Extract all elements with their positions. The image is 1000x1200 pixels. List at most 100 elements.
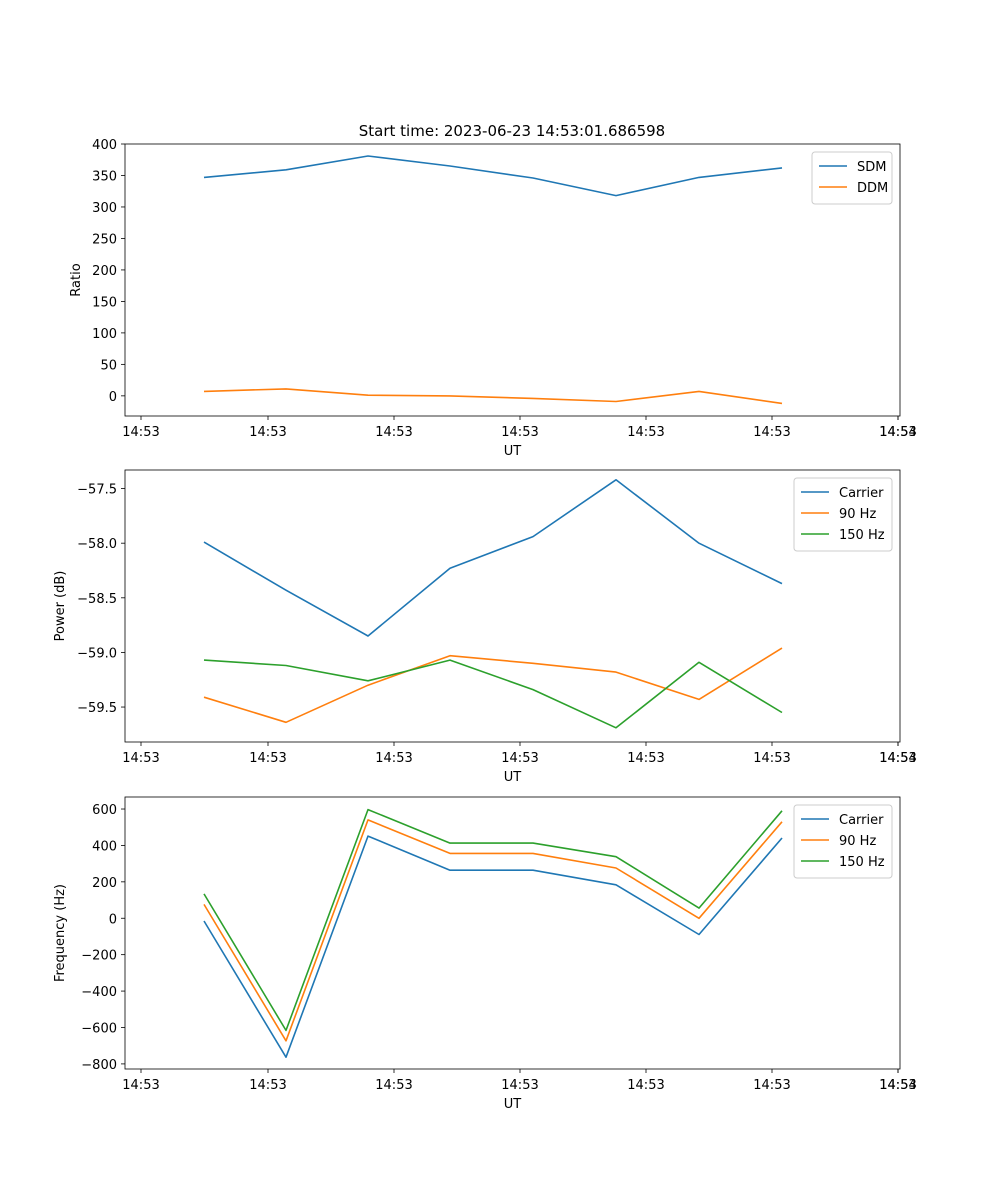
y-tick-label: 100	[92, 327, 117, 342]
y-tick-label: 300	[92, 201, 117, 216]
data-point	[615, 400, 617, 402]
data-point	[615, 727, 617, 729]
legend-label: 90 Hz	[839, 834, 876, 849]
data-point	[698, 390, 700, 392]
x-tick-label: 14:53	[375, 751, 412, 766]
x-tick-label: 14:53	[627, 751, 664, 766]
data-point	[203, 903, 205, 905]
data-point	[532, 688, 534, 690]
data-point	[781, 167, 783, 169]
data-point	[615, 194, 617, 196]
y-tick-label: 0	[109, 390, 117, 405]
data-point	[781, 821, 783, 823]
data-point	[285, 388, 287, 390]
x-tick-label: 14:53	[753, 751, 790, 766]
data-point	[203, 176, 205, 178]
figure-title: Start time: 2023-06-23 14:53:01.686598	[359, 122, 665, 140]
axes-frame	[124, 143, 901, 417]
data-point	[285, 1040, 287, 1042]
axes-frame	[124, 796, 901, 1070]
data-point	[449, 852, 451, 854]
data-point	[449, 659, 451, 661]
data-point	[203, 893, 205, 895]
x-tick-label: 14:53	[879, 1078, 916, 1093]
y-tick-label: −200	[81, 949, 117, 964]
data-point	[698, 698, 700, 700]
legend-box	[793, 477, 893, 552]
series-line-90-hz	[203, 819, 783, 1042]
data-point	[698, 661, 700, 663]
data-point	[203, 696, 205, 698]
data-point	[532, 397, 534, 399]
series-line-90-hz	[203, 647, 783, 724]
x-tick-label: 14:53	[122, 751, 159, 766]
x-tick-label: 14:53	[501, 425, 538, 440]
data-point	[781, 711, 783, 713]
data-point	[615, 884, 617, 886]
chart-panel-2: 14:53 14:53 14:53 14:53 14:53 14:53 14:5314:54…	[53, 469, 917, 785]
data-point	[203, 541, 205, 543]
x-tick-label: 14:53	[501, 1078, 538, 1093]
data-point	[367, 819, 369, 821]
data-point	[367, 155, 369, 157]
data-point	[781, 837, 783, 839]
x-tick-label: 14:54	[879, 751, 916, 766]
data-point	[698, 542, 700, 544]
data-point	[532, 842, 534, 844]
x-tick-label: 14:53	[249, 1078, 286, 1093]
legend-box	[811, 151, 893, 205]
axes-frame	[124, 469, 901, 743]
data-point	[698, 907, 700, 909]
chart-panel-3: 14:53 14:53 14:53 14:53 14:53 14:53 14:5314:54…	[53, 796, 917, 1112]
y-tick-label: −59.5	[77, 701, 117, 716]
y-tick-label: 200	[92, 264, 117, 279]
y-tick-label: −400	[81, 985, 117, 1000]
x-tick-label: 14:53	[879, 425, 916, 440]
data-point	[781, 402, 783, 404]
data-point	[532, 869, 534, 871]
y-tick-label: 400	[92, 138, 117, 153]
data-point	[367, 808, 369, 810]
series-line-150-hz	[203, 659, 783, 729]
y-tick-label: −58.5	[77, 592, 117, 607]
x-tick-label: 14:54	[879, 1078, 916, 1093]
x-tick-label: 14:53	[122, 425, 159, 440]
x-axis-label: UT	[504, 1097, 522, 1112]
data-point	[203, 390, 205, 392]
x-tick-label: 14:54	[879, 425, 916, 440]
x-axis-label: UT	[504, 770, 522, 785]
y-tick-label: −57.5	[77, 483, 117, 498]
series-line-150-hz	[203, 808, 783, 1032]
data-point	[615, 671, 617, 673]
legend-label: SDM	[857, 160, 886, 175]
panels: 14:53 14:53 14:53 14:53 14:53 14:53 14:5314:54…	[53, 138, 917, 1112]
y-axis-label: Power (dB)	[53, 571, 68, 642]
legend-box	[793, 804, 893, 879]
data-point	[449, 395, 451, 397]
legend-label: 150 Hz	[839, 528, 885, 543]
legend-label: DDM	[857, 181, 888, 196]
y-tick-label: 350	[92, 169, 117, 184]
y-tick-label: −800	[81, 1058, 117, 1073]
data-point	[285, 721, 287, 723]
y-tick-label: −58.0	[77, 537, 117, 552]
y-axis-label: Frequency (Hz)	[53, 884, 68, 982]
data-point	[449, 567, 451, 569]
y-tick-label: 50	[100, 358, 117, 373]
y-tick-label: 600	[92, 803, 117, 818]
data-point	[615, 479, 617, 481]
data-point	[367, 835, 369, 837]
data-point	[698, 917, 700, 919]
data-point	[449, 165, 451, 167]
y-tick-label: −600	[81, 1021, 117, 1036]
data-point	[449, 869, 451, 871]
data-point	[532, 535, 534, 537]
data-point	[285, 1056, 287, 1058]
x-tick-label: 14:53	[753, 1078, 790, 1093]
x-tick-label: 14:53	[627, 1078, 664, 1093]
data-point	[532, 852, 534, 854]
series-line-ddm	[203, 388, 783, 405]
data-point	[203, 659, 205, 661]
data-point	[203, 920, 205, 922]
